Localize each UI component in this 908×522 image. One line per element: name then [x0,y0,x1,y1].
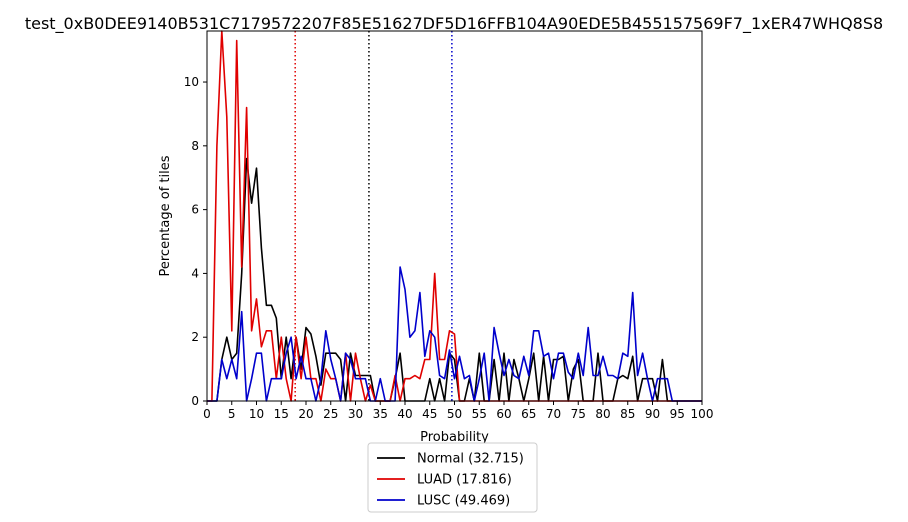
x-tick-label: 20 [298,407,313,421]
x-tick-label: 15 [274,407,289,421]
legend: Normal (32.715) LUAD (17.816) LUSC (49.469… [367,442,538,513]
x-tick-label: 30 [348,407,363,421]
x-tick-label: 10 [249,407,264,421]
y-axis: 0 2 4 6 8 10 [184,75,207,408]
legend-label-2: LUSC (49.469) [417,494,510,509]
x-axis-label: Probability [420,430,489,445]
x-tick-label: 65 [521,407,536,421]
x-tick-label: 80 [595,407,610,421]
x-tick-label: 70 [546,407,561,421]
plot-area [207,31,702,401]
x-tick-label: 55 [472,407,487,421]
y-tick-label: 6 [191,203,199,217]
x-tick-label: 40 [397,407,412,421]
x-tick-label: 60 [496,407,511,421]
legend-label-0: Normal (32.715) [417,452,524,467]
y-tick-label: 4 [191,266,199,280]
x-tick-label: 95 [670,407,685,421]
chart-title: test_0xB0DEE9140B531C7179572207F85E51627… [25,14,883,34]
y-tick-label: 10 [184,75,199,89]
x-tick-label: 75 [571,407,586,421]
x-tick-label: 85 [620,407,635,421]
x-tick-label: 0 [203,407,211,421]
x-tick-label: 35 [373,407,388,421]
x-axis: 0 5 10 15 20 25 30 35 40 45 50 55 60 65 70 75 80 85 90 95 10… [203,401,713,421]
legend-box [367,442,538,513]
x-tick-label: 50 [447,407,462,421]
series-line-0 [207,157,702,402]
legend-label-1: LUAD (17.816) [417,473,512,488]
y-tick-label: 2 [191,330,199,344]
x-tick-label: 45 [422,407,437,421]
x-tick-label: 25 [323,407,338,421]
y-tick-label: 0 [191,394,199,408]
y-tick-label: 8 [191,139,199,153]
x-tick-label: 5 [228,407,236,421]
x-tick-label: 100 [691,407,714,421]
x-tick-label: 90 [645,407,660,421]
y-axis-label: Percentage of tiles [158,155,173,276]
series-line-2 [207,266,702,402]
